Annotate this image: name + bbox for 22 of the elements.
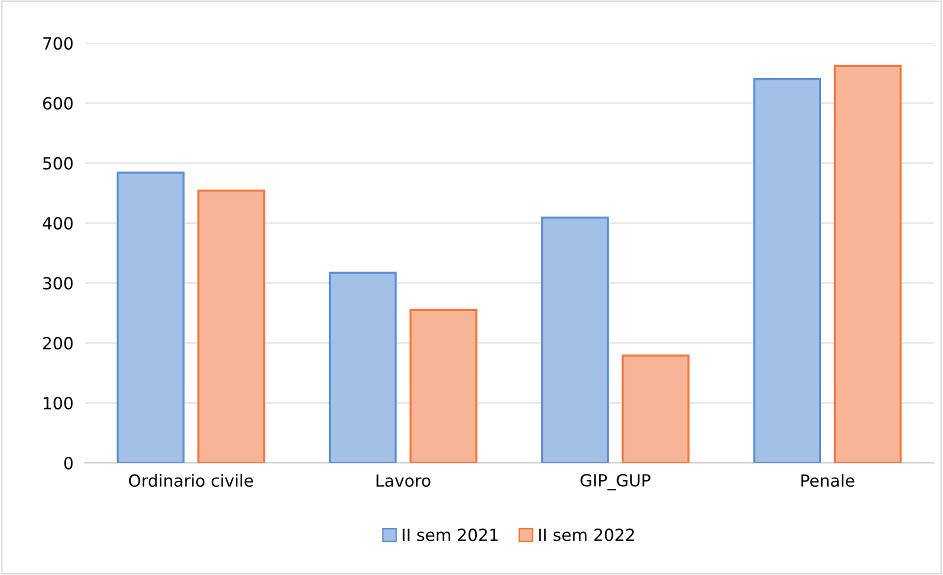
bar xyxy=(328,272,397,463)
x-tick-label: Penale xyxy=(801,474,854,487)
x-tick-label: GIP_GUP xyxy=(580,474,650,490)
bar xyxy=(834,64,902,463)
y-tick-label: 400 xyxy=(42,216,73,230)
y-tick-label: 100 xyxy=(44,396,73,410)
y-tick-label: 200 xyxy=(43,336,73,350)
y-tick-label: 700 xyxy=(43,37,73,50)
y-tick-label: 500 xyxy=(43,157,73,170)
y-tick-label: 600 xyxy=(43,97,73,110)
y-tick-label: 0 xyxy=(64,456,73,470)
legend-label: II sem 2022 xyxy=(539,528,634,542)
bar xyxy=(622,354,690,463)
bar xyxy=(410,308,478,463)
x-tick-label: Lavoro xyxy=(376,474,430,487)
bar xyxy=(116,172,185,463)
x-tick-label: Ordinario civile xyxy=(128,474,253,487)
bar xyxy=(197,190,266,463)
bar xyxy=(541,216,609,463)
bar xyxy=(753,78,822,463)
y-tick-label: 300 xyxy=(43,276,73,290)
legend-label: II sem 2021 xyxy=(402,528,498,542)
